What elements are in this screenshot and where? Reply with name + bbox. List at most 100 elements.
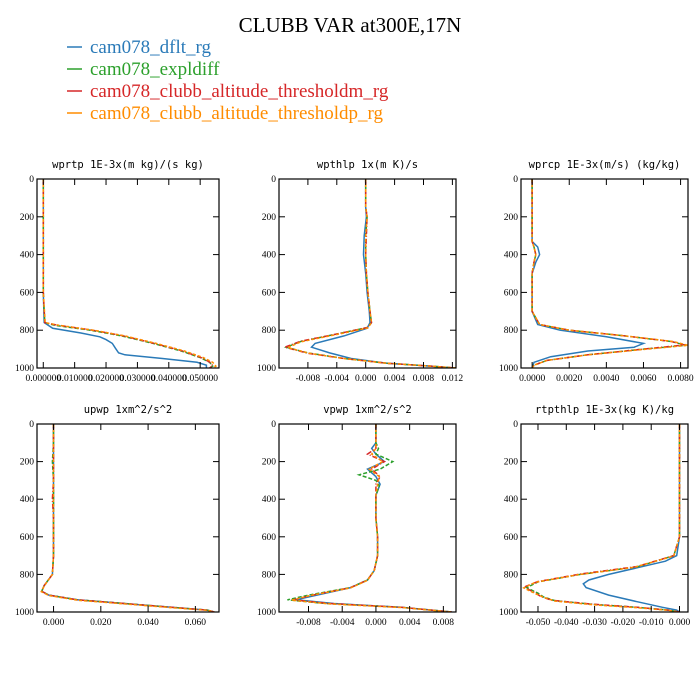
y-tick-label: 800 xyxy=(262,570,277,580)
series-line xyxy=(40,424,215,612)
legend-entry: cam078_clubb_altitude_thresholdm_rg xyxy=(67,81,389,102)
legend-label: cam078_expldiff xyxy=(90,59,220,80)
x-tick-label: -0.030 xyxy=(582,618,607,628)
x-tick-label: 0.008 xyxy=(413,374,435,384)
x-tick-label: 0.000 xyxy=(669,618,691,628)
y-tick-label: 400 xyxy=(20,251,35,261)
panel-title: wpthlp 1x(m K)/s xyxy=(317,159,418,171)
x-tick-label: 0.000 xyxy=(355,374,377,384)
chart-panel: wprcp 1E-3x(m/s) (kg/kg) 0 200 400 600 800 100… xyxy=(499,159,694,384)
y-tick-label: 0 xyxy=(513,420,518,430)
x-tick-label: 0.0020 xyxy=(556,374,582,384)
y-tick-label: 200 xyxy=(20,213,35,223)
series-line xyxy=(531,179,685,368)
legend-entry: cam078_dflt_rg xyxy=(67,37,212,58)
y-tick-label: 200 xyxy=(504,213,519,223)
y-tick-label: 400 xyxy=(262,251,277,261)
legend: cam078_dflt_rg cam078_expldiff cam078_cl… xyxy=(67,37,389,124)
y-tick-label: 800 xyxy=(262,326,277,336)
x-tick-label: 0.0060 xyxy=(630,374,656,384)
y-tick-label: 1000 xyxy=(499,608,518,618)
panel-title: upwp 1xm^2/s^2 xyxy=(84,404,173,416)
plot-frame xyxy=(520,178,689,369)
y-tick-label: 400 xyxy=(20,495,35,505)
y-tick-label: 0 xyxy=(513,175,518,185)
x-tick-label: 0.030000 xyxy=(120,374,156,384)
x-tick-label: 0.020000 xyxy=(88,374,124,384)
x-tick-label: -0.004 xyxy=(330,618,355,628)
panel-title: wprtp 1E-3x(m kg)/(s kg) xyxy=(52,159,204,171)
y-tick-label: 1000 xyxy=(257,608,276,618)
series-line xyxy=(287,424,452,612)
x-tick-label: 0.000000 xyxy=(25,374,61,384)
figure-title: CLUBB VAR at300E,17N xyxy=(239,13,462,37)
panel-title: wprcp 1E-3x(m/s) (kg/kg) xyxy=(529,159,681,171)
series-line xyxy=(282,179,456,368)
y-tick-label: 1000 xyxy=(15,364,34,374)
series-line xyxy=(293,424,452,612)
y-tick-label: 600 xyxy=(504,533,519,543)
x-tick-label: 0.0040 xyxy=(593,374,619,384)
x-tick-label: 0.050000 xyxy=(182,374,218,384)
x-tick-label: -0.050 xyxy=(526,618,551,628)
series-line xyxy=(521,424,681,612)
y-tick-label: 600 xyxy=(20,288,35,298)
y-tick-label: 600 xyxy=(262,533,277,543)
x-tick-label: 0.0080 xyxy=(668,374,694,384)
y-tick-label: 0 xyxy=(271,420,276,430)
series-line xyxy=(295,424,452,612)
x-tick-label: 0.004 xyxy=(384,374,406,384)
legend-entry: cam078_clubb_altitude_thresholdp_rg xyxy=(67,103,384,124)
y-tick-label: 200 xyxy=(504,458,519,468)
y-tick-label: 1000 xyxy=(499,364,518,374)
plot-frame xyxy=(520,423,689,613)
y-tick-label: 800 xyxy=(20,570,35,580)
x-tick-label: 0.004 xyxy=(399,618,421,628)
y-tick-label: 600 xyxy=(504,288,519,298)
x-tick-label: -0.008 xyxy=(296,374,321,384)
y-tick-label: 800 xyxy=(20,326,35,336)
series-line xyxy=(42,179,214,368)
x-tick-label: -0.004 xyxy=(325,374,350,384)
x-tick-label: 0.008 xyxy=(433,618,455,628)
chart-panel: vpwp 1xm^2/s^2 0 200 400 600 800 1000 -0.008 -0.… xyxy=(257,404,457,628)
y-tick-label: 0 xyxy=(271,175,276,185)
series-line xyxy=(310,179,453,368)
y-tick-label: 600 xyxy=(262,288,277,298)
plot-frame xyxy=(36,423,220,613)
series-line xyxy=(522,424,681,612)
y-tick-label: 0 xyxy=(29,420,34,430)
y-tick-label: 200 xyxy=(20,458,35,468)
x-tick-label: -0.020 xyxy=(611,618,636,628)
x-tick-label: -0.010 xyxy=(639,618,664,628)
panel-grid: wprtp 1E-3x(m kg)/(s kg) 0 200 400 600 800 100… xyxy=(15,159,694,628)
y-tick-label: 1000 xyxy=(15,608,34,618)
y-tick-label: 600 xyxy=(20,533,35,543)
series-line xyxy=(42,179,218,368)
series-line xyxy=(291,424,452,612)
legend-entry: cam078_expldiff xyxy=(67,59,220,80)
x-tick-label: 0.010000 xyxy=(57,374,93,384)
y-tick-label: 800 xyxy=(504,326,519,336)
x-tick-label: 0.040000 xyxy=(151,374,187,384)
legend-label: cam078_clubb_altitude_thresholdm_rg xyxy=(90,81,389,102)
y-tick-label: 0 xyxy=(29,175,34,185)
x-tick-label: 0.000 xyxy=(365,618,387,628)
x-tick-label: 0.000 xyxy=(43,618,65,628)
y-tick-label: 400 xyxy=(504,251,519,261)
series-line xyxy=(525,424,681,612)
plot-frame xyxy=(36,178,220,369)
chart-panel: wprtp 1E-3x(m kg)/(s kg) 0 200 400 600 800 100… xyxy=(15,159,220,384)
x-tick-label: 0.060 xyxy=(185,618,207,628)
plot-frame xyxy=(278,178,457,369)
panel-title: rtpthlp 1E-3x(kg K)/kg xyxy=(535,404,674,416)
y-tick-label: 400 xyxy=(262,495,277,505)
series-line xyxy=(40,424,215,612)
series-line xyxy=(42,179,208,368)
y-tick-label: 800 xyxy=(504,570,519,580)
legend-label: cam078_dflt_rg xyxy=(90,37,212,58)
y-tick-label: 400 xyxy=(504,495,519,505)
plot-frame xyxy=(278,423,457,613)
series-line xyxy=(40,424,215,612)
